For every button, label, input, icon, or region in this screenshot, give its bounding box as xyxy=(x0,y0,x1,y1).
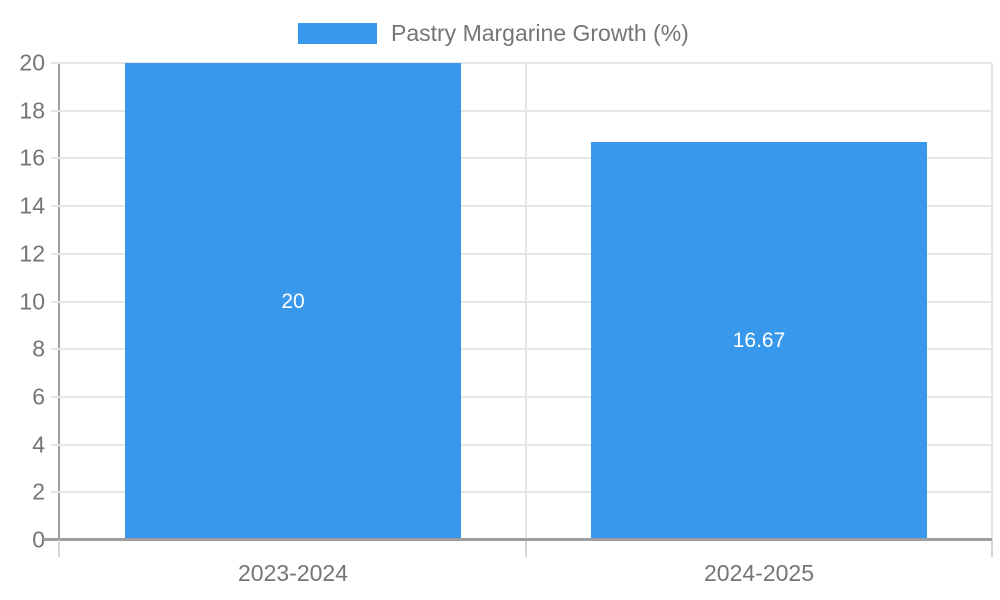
x-axis-tick xyxy=(991,540,993,557)
y-axis-tick xyxy=(51,348,60,351)
y-tick-label: 10 xyxy=(19,288,45,314)
y-tick-label: 12 xyxy=(19,240,45,267)
y-axis-tick xyxy=(51,300,60,303)
y-gridline xyxy=(51,205,992,208)
x-category-label: 2023-2024 xyxy=(238,560,348,586)
plot-area xyxy=(51,62,992,540)
y-gridline xyxy=(51,252,992,255)
y-tick-label: 2 xyxy=(32,478,45,505)
x-axis-tick xyxy=(525,540,527,557)
bar-value-label: 16.67 xyxy=(732,329,786,353)
y-tick-label: 8 xyxy=(32,335,45,362)
y-axis-tick xyxy=(51,62,60,64)
y-axis-below-tick xyxy=(58,540,60,557)
x-axis-line xyxy=(43,538,992,541)
legend: Pastry Margarine Growth (%) xyxy=(298,22,689,45)
y-axis-tick xyxy=(51,109,60,112)
y-gridline xyxy=(51,443,992,446)
y-tick-label: 0 xyxy=(32,526,45,553)
y-tick-label: 18 xyxy=(19,97,45,124)
y-axis-tick xyxy=(51,205,60,208)
y-axis-tick xyxy=(51,443,60,446)
y-tick-label: 20 xyxy=(19,49,45,76)
y-gridline xyxy=(51,109,992,112)
y-axis-tick xyxy=(51,252,60,255)
y-gridline xyxy=(51,300,992,303)
y-gridline xyxy=(51,62,992,64)
y-axis-tick xyxy=(51,395,60,398)
y-axis-tick xyxy=(51,157,60,160)
legend-swatch xyxy=(298,23,377,44)
legend-label: Pastry Margarine Growth (%) xyxy=(391,20,689,46)
y-tick-label: 14 xyxy=(19,192,45,219)
y-gridline xyxy=(51,395,992,398)
y-tick-label: 6 xyxy=(32,383,45,410)
bar-value-label: 20 xyxy=(281,289,305,313)
bar xyxy=(591,142,927,540)
bar xyxy=(125,63,461,540)
category-boundary-gridline xyxy=(991,63,993,540)
y-tick-label: 16 xyxy=(19,144,45,171)
y-tick-label: 4 xyxy=(32,431,45,458)
y-axis-tick xyxy=(51,491,60,494)
y-gridline xyxy=(51,157,992,160)
y-gridline xyxy=(51,348,992,351)
x-category-label: 2024-2025 xyxy=(704,560,814,586)
y-gridline xyxy=(51,491,992,494)
category-boundary-gridline xyxy=(525,63,527,540)
